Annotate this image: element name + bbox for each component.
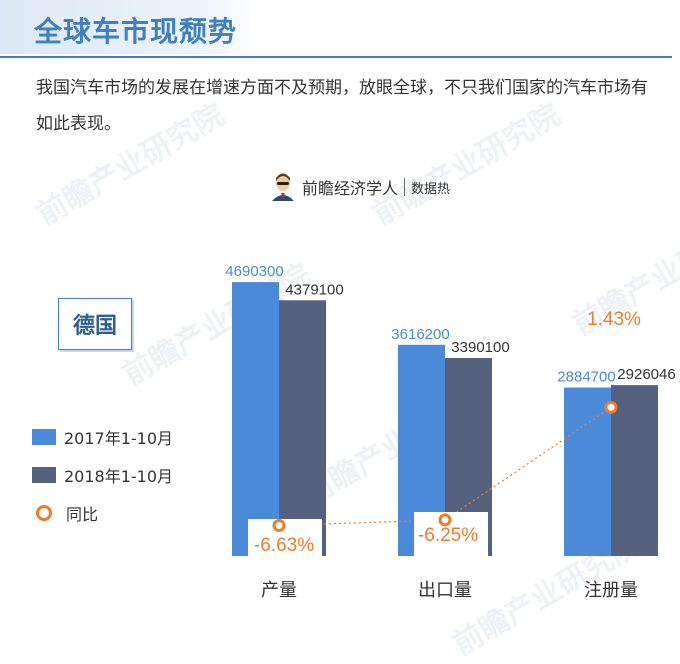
bar xyxy=(232,282,279,556)
legend-swatch-2018 xyxy=(32,467,56,483)
bar xyxy=(564,387,611,556)
bar-value-label: 4690300 xyxy=(225,263,283,280)
legend-label-yoy: 同比 xyxy=(66,505,99,524)
page-title: 全球车市现颓势 xyxy=(34,15,238,48)
brand-separator xyxy=(404,178,406,196)
yoy-point xyxy=(604,400,618,414)
legend-label-2017: 2017年1-10月 xyxy=(64,429,174,448)
legend-item-2018: 2018年1-10月 xyxy=(32,460,173,490)
bar-value-label: 2884700 xyxy=(557,369,615,386)
bar xyxy=(279,300,326,556)
legend-swatch-yoy xyxy=(36,505,52,521)
title-bar xyxy=(0,0,258,54)
brand-name: 前瞻经济学人 xyxy=(302,179,399,198)
yoy-point xyxy=(272,518,286,532)
country-label: 德国 xyxy=(58,298,132,350)
yoy-point xyxy=(438,513,452,527)
title-divider xyxy=(0,56,672,58)
brand-subtitle: 数据热 xyxy=(411,181,451,197)
bar-value-label: 4379100 xyxy=(285,281,343,298)
bar-value-label: 2926046 xyxy=(617,366,675,383)
legend-swatch-2017 xyxy=(32,429,56,445)
brand-badge: 前瞻经济学人 数据热 xyxy=(270,172,450,202)
legend-item-yoy: 同比 xyxy=(32,498,173,528)
yoy-value-label: -6.63% xyxy=(254,535,314,556)
yoy-value-label: -6.25% xyxy=(418,525,478,546)
chart-legend: 2017年1-10月 2018年1-10月 同比 xyxy=(32,422,173,536)
yoy-value-label: 1.43% xyxy=(587,309,641,330)
category-label: 出口量 xyxy=(418,580,472,601)
legend-label-2018: 2018年1-10月 xyxy=(64,467,174,486)
bar-value-label: 3390100 xyxy=(451,339,509,356)
bar xyxy=(611,385,658,556)
bar-value-label: 3616200 xyxy=(391,326,449,343)
category-label: 注册量 xyxy=(584,580,638,601)
header: 全球车市现颓势 xyxy=(0,0,680,58)
category-label: 产量 xyxy=(261,580,297,601)
legend-item-2017: 2017年1-10月 xyxy=(32,422,173,452)
person-avatar-icon xyxy=(272,173,294,201)
intro-text: 我国汽车市场的发展在增速方面不及预期，放眼全球，不只我们国家的汽车市场有如此表现… xyxy=(36,78,648,134)
bar-chart: 4690300 3616200 2884700 4379100 3390100 29260… xyxy=(225,263,675,601)
